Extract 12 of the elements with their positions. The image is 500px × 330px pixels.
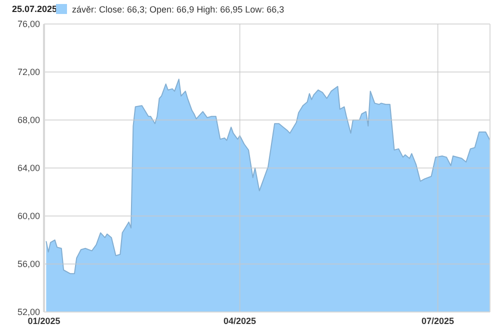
x-tick-label: 04/2025 <box>224 316 256 326</box>
y-tick-label: 52,00 <box>17 307 40 318</box>
y-tick-label: 56,00 <box>17 259 40 270</box>
legend-label: závěr: Close: 66,3; Open: 66,9 High: 66,95 Low: 66,3 <box>72 4 284 14</box>
y-tick-label: 76,00 <box>17 19 40 30</box>
y-tick-label: 64,00 <box>17 163 40 174</box>
y-tick-label: 60,00 <box>17 211 40 222</box>
y-tick-label: 68,00 <box>17 115 40 126</box>
x-tick-label: 07/2025 <box>422 316 454 326</box>
text: 25.07.2025 <box>12 4 58 14</box>
x-tick-label: 01/2025 <box>28 316 60 326</box>
y-tick-label: 72,00 <box>17 67 40 78</box>
